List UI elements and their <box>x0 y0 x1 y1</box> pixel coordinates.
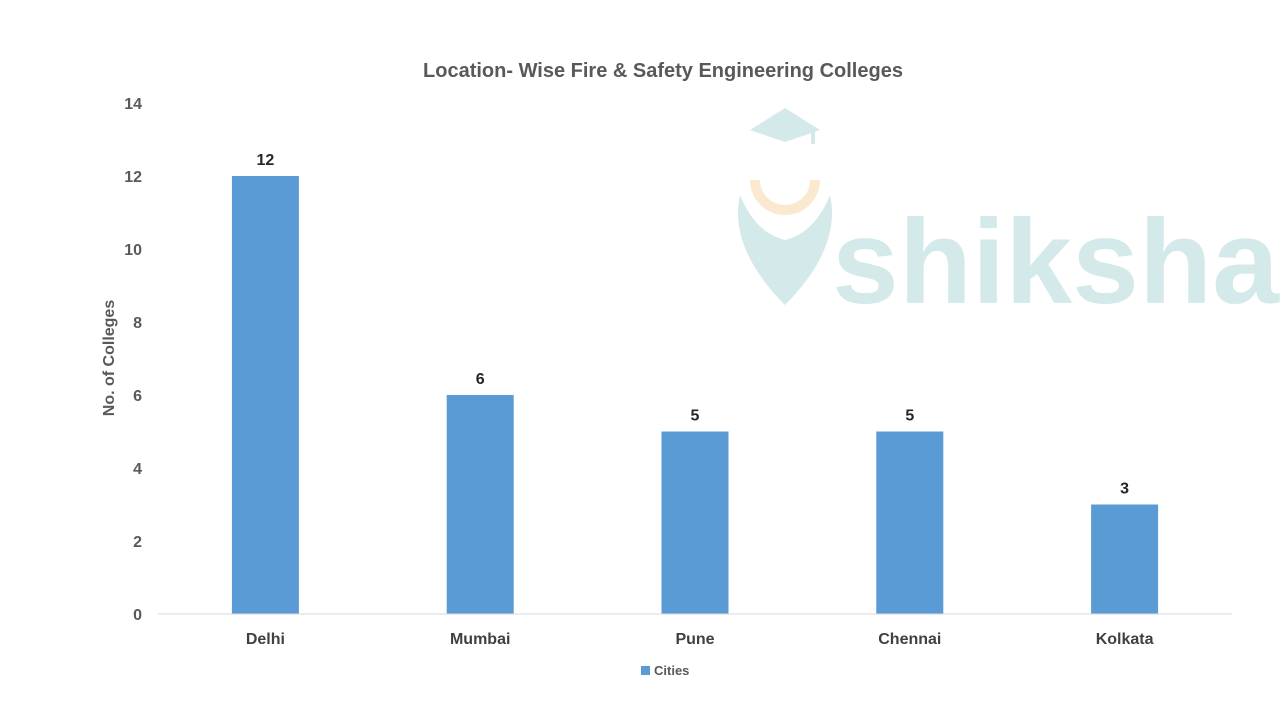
data-label-delhi: 12 <box>257 152 275 169</box>
legend: Cities <box>641 663 689 678</box>
y-tick-label: 8 <box>133 315 142 332</box>
cap-tassel-icon <box>811 128 815 144</box>
bar-delhi <box>231 176 299 614</box>
y-axis-ticks: 0 2 4 6 8 10 12 14 <box>124 96 142 624</box>
y-axis-label: No. of Colleges <box>101 300 118 417</box>
x-axis-ticks: Delhi Mumbai Pune Chennai Kolkata <box>246 631 1154 648</box>
y-tick-label: 12 <box>124 169 142 186</box>
data-label-pune: 5 <box>691 408 700 425</box>
data-label-chennai: 5 <box>905 408 914 425</box>
legend-swatch-cities <box>641 666 650 675</box>
bars <box>231 176 1159 614</box>
bar-kolkata <box>1091 504 1159 614</box>
y-tick-label: 10 <box>124 242 142 259</box>
bar-mumbai <box>446 395 514 614</box>
bar-chennai <box>876 431 944 614</box>
data-label-mumbai: 6 <box>476 371 485 388</box>
shiksha-watermark: shiksha <box>738 108 1280 329</box>
y-tick-label: 4 <box>133 461 142 478</box>
y-tick-label: 6 <box>133 388 142 405</box>
y-tick-label: 0 <box>133 607 142 624</box>
y-tick-label: 14 <box>124 96 142 113</box>
legend-label-cities: Cities <box>654 663 689 678</box>
bar-pune <box>661 431 729 614</box>
x-tick-label-delhi: Delhi <box>246 631 285 648</box>
x-tick-label-kolkata: Kolkata <box>1096 631 1154 648</box>
data-labels: 12 6 5 5 3 <box>257 152 1130 498</box>
pen-nib-icon <box>738 195 832 305</box>
graduation-cap-icon <box>750 108 820 142</box>
x-tick-label-mumbai: Mumbai <box>450 631 510 648</box>
watermark-text: shiksha <box>832 195 1280 329</box>
x-tick-label-pune: Pune <box>675 631 714 648</box>
y-tick-label: 2 <box>133 534 142 551</box>
head-arc-icon <box>750 179 820 215</box>
chart-title: Location- Wise Fire & Safety Engineering… <box>423 60 903 82</box>
x-tick-label-chennai: Chennai <box>878 631 941 648</box>
data-label-kolkata: 3 <box>1120 481 1129 498</box>
